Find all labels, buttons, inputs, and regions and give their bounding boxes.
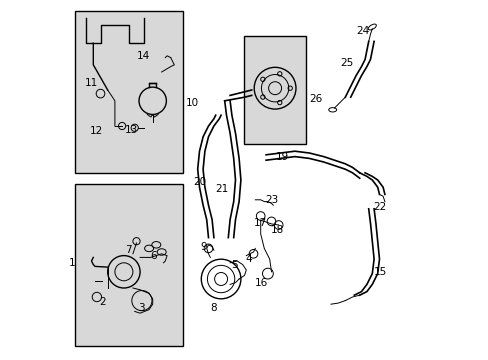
Bar (75, 184, 183, 346)
Text: 6: 6 (150, 251, 157, 261)
Text: 12: 12 (90, 126, 103, 136)
Text: 21: 21 (215, 184, 228, 194)
Text: 1: 1 (69, 258, 76, 268)
Text: 18: 18 (270, 225, 284, 235)
Text: 5: 5 (231, 260, 237, 270)
Text: 17: 17 (254, 218, 267, 228)
Text: 9: 9 (200, 242, 206, 252)
Text: 11: 11 (85, 78, 98, 88)
Text: 2: 2 (100, 297, 106, 307)
Bar (244, 36, 305, 144)
Text: 10: 10 (185, 98, 199, 108)
Text: 3: 3 (138, 303, 144, 313)
Text: 20: 20 (193, 177, 205, 187)
Text: 24: 24 (355, 26, 368, 36)
Text: 8: 8 (210, 303, 217, 313)
Text: 4: 4 (245, 254, 252, 264)
Bar (75, 11, 183, 173)
Text: 25: 25 (340, 58, 353, 68)
Text: 23: 23 (264, 195, 278, 205)
Text: 22: 22 (372, 202, 386, 212)
Text: 13: 13 (124, 125, 138, 135)
Text: 16: 16 (255, 278, 268, 288)
Text: 14: 14 (137, 51, 150, 61)
Text: 15: 15 (373, 267, 386, 277)
Text: 7: 7 (125, 245, 132, 255)
Text: 19: 19 (275, 152, 288, 162)
Text: 26: 26 (308, 94, 322, 104)
